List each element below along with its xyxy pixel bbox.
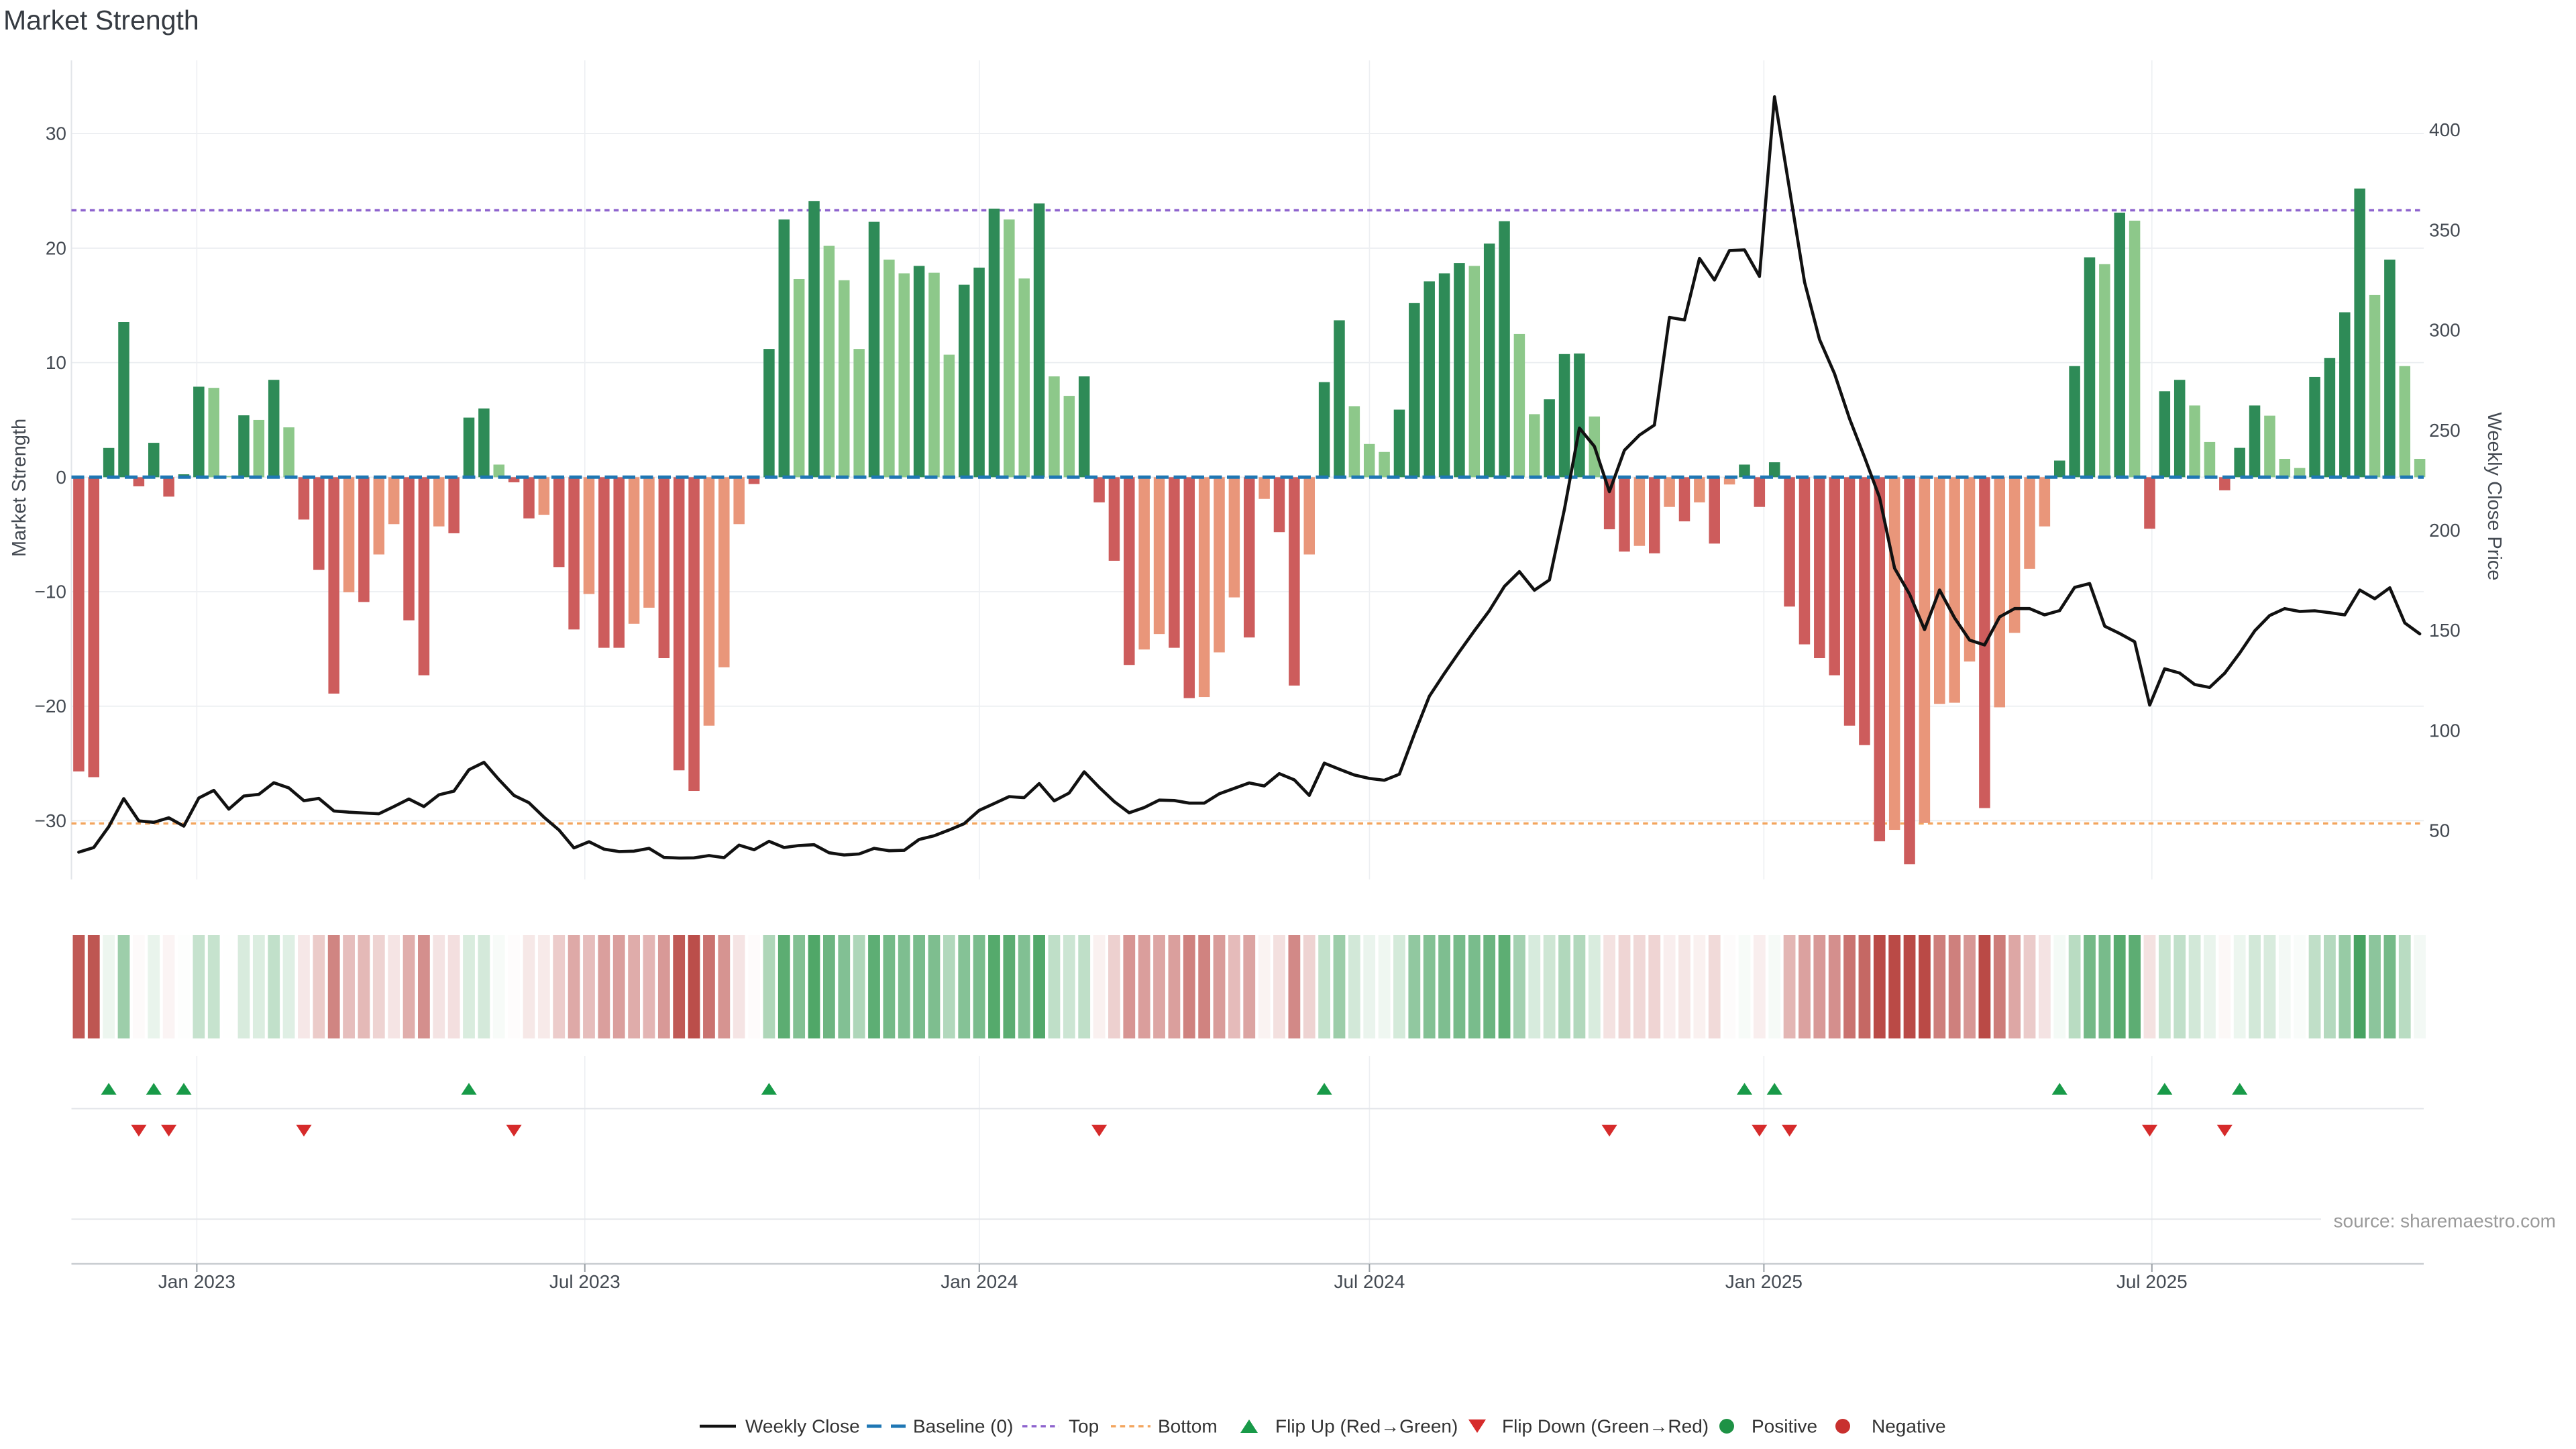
svg-text:Negative: Negative [1872,1416,1946,1437]
svg-text:100: 100 [2429,720,2461,741]
svg-text:350: 350 [2429,219,2461,240]
svg-text:Jan 2025: Jan 2025 [1725,1271,1803,1292]
svg-text:Bottom: Bottom [1158,1416,1218,1437]
svg-text:Positive: Positive [1752,1416,1817,1437]
svg-text:Jan 2023: Jan 2023 [158,1271,235,1292]
svg-text:200: 200 [2429,520,2461,541]
svg-text:Flip Down (Green→Red): Flip Down (Green→Red) [1502,1416,1709,1437]
svg-text:Weekly Close Price: Weekly Close Price [2483,413,2505,581]
svg-text:Jan 2024: Jan 2024 [941,1271,1018,1292]
svg-text:Market Strength: Market Strength [3,5,199,36]
svg-text:300: 300 [2429,320,2461,341]
svg-text:−20: −20 [35,696,67,716]
svg-text:source: sharemaestro.com: source: sharemaestro.com [2334,1211,2556,1232]
svg-text:Jul 2024: Jul 2024 [1334,1271,1405,1292]
svg-text:20: 20 [46,237,66,258]
svg-text:−10: −10 [35,582,67,602]
svg-text:400: 400 [2429,119,2461,140]
svg-text:Jul 2023: Jul 2023 [549,1271,621,1292]
svg-text:−30: −30 [35,810,67,831]
svg-text:50: 50 [2429,820,2450,841]
svg-text:Weekly Close: Weekly Close [745,1416,860,1437]
svg-text:30: 30 [46,123,66,144]
svg-text:10: 10 [46,352,66,373]
svg-text:Top: Top [1069,1416,1099,1437]
svg-text:150: 150 [2429,620,2461,641]
svg-text:250: 250 [2429,420,2461,441]
svg-text:0: 0 [56,467,66,488]
svg-text:Flip Up (Red→Green): Flip Up (Red→Green) [1275,1416,1458,1437]
svg-text:Market Strength: Market Strength [9,419,30,557]
svg-text:Jul 2025: Jul 2025 [2116,1271,2188,1292]
svg-text:Baseline (0): Baseline (0) [913,1416,1013,1437]
